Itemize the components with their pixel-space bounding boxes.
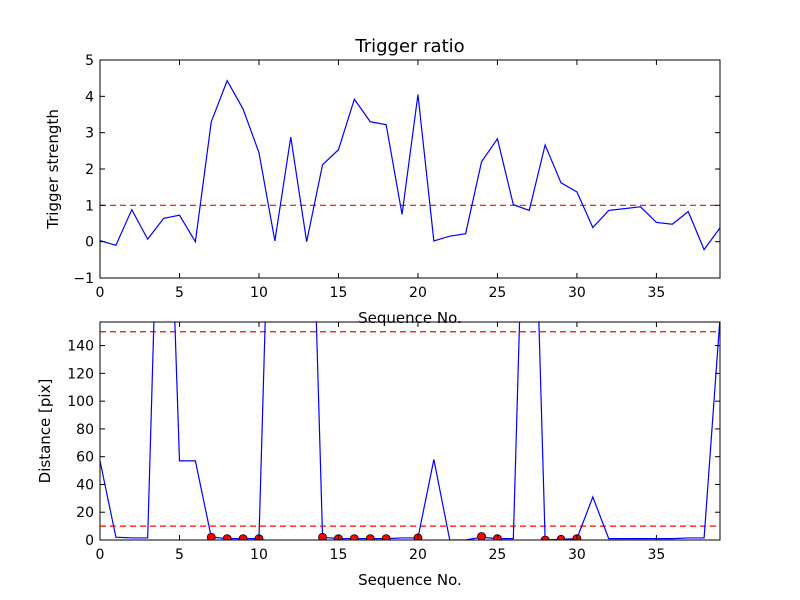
y-axis-label: Distance [pix] bbox=[36, 379, 54, 484]
data-point-marker bbox=[477, 532, 486, 540]
data-point-marker bbox=[365, 534, 375, 540]
y-tick-label: 80 bbox=[76, 422, 94, 438]
x-tick-label: 25 bbox=[489, 285, 507, 301]
data-point-marker bbox=[238, 534, 248, 540]
y-tick-label: 60 bbox=[76, 450, 94, 466]
y-tick-label: 4 bbox=[85, 89, 94, 105]
y-tick-label: 20 bbox=[76, 505, 94, 521]
x-tick-label: 5 bbox=[175, 547, 184, 563]
x-tick-label: 20 bbox=[409, 547, 427, 563]
data-point-marker bbox=[540, 535, 550, 540]
y-tick-label: 2 bbox=[85, 162, 94, 178]
x-tick-label: 35 bbox=[647, 285, 665, 301]
x-tick-label: 10 bbox=[250, 285, 268, 301]
x-tick-label: 35 bbox=[647, 547, 665, 563]
y-tick-label: 3 bbox=[85, 126, 94, 142]
y-tick-label: 0 bbox=[85, 235, 94, 251]
plot-frame bbox=[99, 321, 721, 541]
x-tick-label: 0 bbox=[96, 547, 105, 563]
series-line bbox=[100, 79, 720, 251]
y-tick-label: 40 bbox=[76, 477, 94, 493]
x-tick-label: 25 bbox=[489, 547, 507, 563]
y-tick-label: 5 bbox=[85, 53, 94, 69]
x-tick-label: 30 bbox=[568, 547, 586, 563]
data-point-marker bbox=[206, 532, 216, 540]
data-point-marker bbox=[556, 534, 566, 540]
y-axis-label: Trigger strength bbox=[44, 109, 62, 230]
x-tick-label: 10 bbox=[250, 547, 268, 563]
data-point-marker bbox=[318, 532, 327, 540]
chart-title: Trigger ratio bbox=[354, 36, 464, 57]
y-tick-label: 140 bbox=[67, 339, 94, 355]
x-tick-label: 15 bbox=[330, 547, 348, 563]
y-tick-label: 100 bbox=[67, 394, 94, 410]
data-point-marker bbox=[222, 534, 232, 540]
series-line bbox=[100, 322, 720, 540]
y-tick-label: 0 bbox=[85, 533, 94, 549]
y-tick-label: 120 bbox=[67, 366, 94, 382]
x-tick-label: 5 bbox=[175, 285, 184, 301]
distance-plot: 0 5 10 15 20 25 30 35 0 20 40 60 80 100 120 140 Sequen… bbox=[36, 321, 721, 589]
data-point-marker bbox=[349, 534, 359, 540]
x-tick-label: 30 bbox=[568, 285, 586, 301]
x-axis-label: Sequence No. bbox=[358, 571, 462, 589]
y-tick-label: 1 bbox=[85, 198, 94, 214]
x-tick-label: 20 bbox=[409, 285, 427, 301]
x-axis-label: Sequence No. bbox=[358, 309, 462, 327]
data-point-marker bbox=[381, 534, 391, 540]
x-tick-label: 15 bbox=[330, 285, 348, 301]
y-tick-label: −1 bbox=[73, 271, 94, 287]
x-tick-label: 0 bbox=[96, 285, 105, 301]
